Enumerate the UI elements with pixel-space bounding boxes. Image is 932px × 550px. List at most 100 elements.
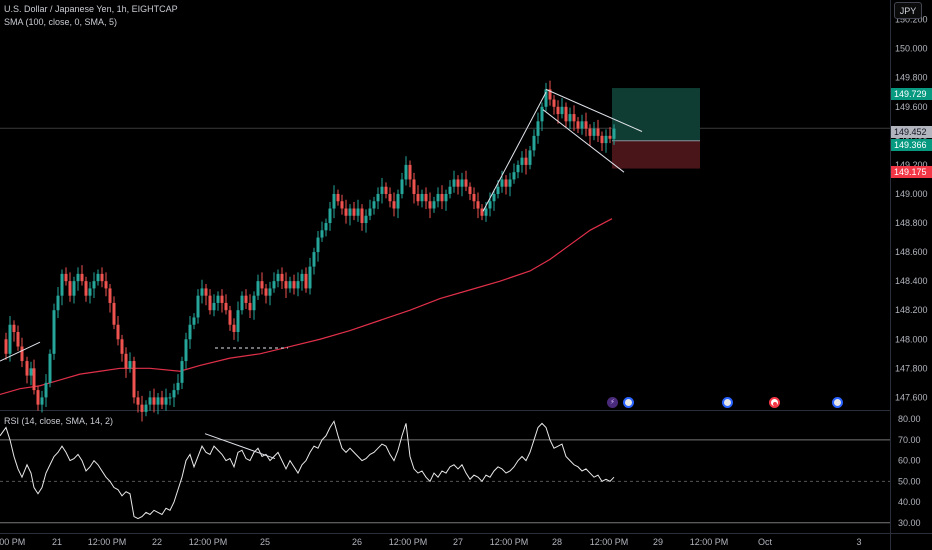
candle-body — [52, 310, 56, 354]
candle-body — [368, 208, 372, 216]
candle-body — [32, 368, 36, 391]
flag-upper-trendline — [545, 88, 643, 132]
sma-legend[interactable]: SMA (100, close, 0, SMA, 5) — [4, 17, 118, 27]
price-axis[interactable]: 150.200150.000149.800149.600149.400149.2… — [895, 15, 928, 403]
time-tick-label: 26 — [352, 537, 362, 547]
price-tick-label: 150.000 — [895, 44, 928, 54]
price-tick-label: 148.800 — [895, 218, 928, 228]
candle-body — [20, 346, 24, 362]
candle-body — [300, 273, 304, 282]
rsi-tick-label: 30.00 — [898, 518, 921, 528]
candle-body — [536, 121, 540, 136]
time-tick-label: 12:00 PM — [189, 537, 228, 547]
candle-body — [196, 295, 200, 318]
symbol-legend[interactable]: U.S. Dollar / Japanese Yen, 1h, EIGHTCAP — [4, 4, 178, 14]
time-tick-label: 22 — [152, 537, 162, 547]
candle-body — [580, 121, 584, 129]
position-tool[interactable] — [612, 88, 700, 169]
us-flag-event-icon[interactable] — [832, 397, 843, 408]
left-trendline — [0, 341, 41, 362]
candle-body — [48, 353, 52, 383]
candle-body — [16, 331, 20, 347]
candle-body — [160, 397, 164, 405]
candle-body — [588, 128, 592, 136]
time-tick-label: 12:00 PM — [0, 537, 25, 547]
candle-body — [312, 252, 316, 267]
candle-body — [208, 295, 212, 311]
time-axis[interactable]: 12:00 PM 21 12:00 PM 22 12:00 PM 25 26 12:00 PM… — [0, 533, 932, 548]
candle-body — [60, 273, 64, 296]
candle-body — [444, 193, 448, 202]
candle-body — [524, 157, 528, 165]
price-tick-label: 148.000 — [895, 334, 928, 344]
candle-body — [284, 281, 288, 289]
price-tick-label: 149.200 — [895, 160, 928, 170]
candle-body — [548, 89, 552, 100]
candle-body — [440, 193, 444, 202]
rsi-line — [0, 420, 615, 520]
candle-body — [44, 382, 48, 398]
candle-body — [136, 397, 140, 405]
candle-body — [252, 295, 256, 311]
candle-body — [352, 208, 356, 216]
candle-body — [544, 89, 548, 107]
candle-body — [168, 397, 172, 399]
candle-body — [164, 397, 168, 405]
candle-body — [608, 135, 612, 139]
candle-body — [556, 106, 560, 115]
candle-body — [424, 193, 428, 202]
candlestick-series — [4, 80, 616, 422]
candle-body — [172, 390, 176, 398]
candle-body — [380, 186, 384, 194]
candle-body — [200, 288, 204, 296]
price-tick-label: 149.600 — [895, 102, 928, 112]
flagpole-trendline — [482, 92, 547, 212]
candle-body — [236, 310, 240, 332]
candle-body — [288, 281, 292, 289]
candle-body — [484, 208, 488, 216]
candle-body — [500, 179, 504, 187]
candle-body — [384, 186, 388, 194]
currency-button[interactable]: JPY — [894, 2, 922, 19]
us-flag-event-icon[interactable] — [722, 397, 733, 408]
candle-body — [308, 266, 312, 289]
candle-body — [328, 208, 332, 224]
time-tick-label: 29 — [653, 537, 663, 547]
candle-body — [244, 295, 248, 303]
lightning-event-icon[interactable]: ⚡ — [607, 397, 618, 408]
candle-body — [260, 281, 264, 289]
candle-body — [456, 179, 460, 187]
candle-body — [156, 397, 160, 405]
candle-body — [532, 135, 536, 151]
rsi-legend[interactable]: RSI (14, close, SMA, 14, 2) — [4, 416, 114, 426]
candle-body — [528, 150, 532, 165]
candle-body — [396, 193, 400, 209]
candle-body — [400, 179, 404, 194]
rsi-pane[interactable]: 80.00 70.00 60.00 50.00 40.00 30.00 — [0, 414, 921, 528]
candle-body — [152, 397, 156, 405]
trend-drawings[interactable] — [0, 88, 643, 362]
candle-body — [176, 382, 180, 391]
candle-body — [504, 179, 508, 187]
candle-body — [84, 281, 88, 296]
candle-body — [604, 135, 608, 144]
sma-100-line — [0, 218, 613, 396]
candle-body — [592, 128, 596, 136]
price-tick-label: 148.400 — [895, 276, 928, 286]
candle-body — [564, 106, 568, 122]
candle-body — [8, 324, 12, 354]
candle-body — [340, 201, 344, 209]
us-flag-event-icon[interactable] — [623, 397, 634, 408]
candle-body — [464, 179, 468, 187]
price-tick-label: 148.200 — [895, 305, 928, 315]
candle-body — [572, 114, 576, 122]
candle-body — [272, 281, 276, 289]
price-tick-label: 148.600 — [895, 247, 928, 257]
candle-body — [432, 201, 436, 209]
candle-body — [224, 302, 228, 311]
japan-flag-event-icon[interactable] — [769, 397, 780, 408]
candle-body — [344, 208, 348, 216]
time-tick-label: 27 — [453, 537, 463, 547]
candle-body — [376, 193, 380, 202]
